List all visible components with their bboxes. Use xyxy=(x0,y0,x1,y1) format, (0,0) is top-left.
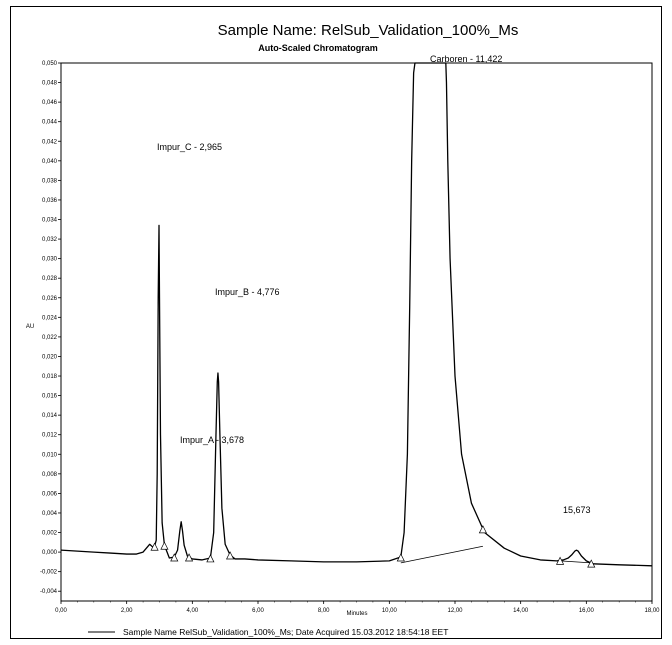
chart-title: Sample Name: RelSub_Validation_100%_Ms xyxy=(218,22,519,39)
y-tick-label: 0,018 xyxy=(42,374,58,380)
x-axis: 0,00 2,00 4,00 6,00 8,00 10,00 12,00 14,00 16,00… xyxy=(55,601,660,614)
baseline-marker xyxy=(150,542,159,551)
y-axis-label: AU xyxy=(26,324,34,330)
baseline-marker xyxy=(556,556,565,565)
y-tick-label: 0,006 xyxy=(42,491,58,497)
y-tick-label: 0,000 xyxy=(42,550,58,556)
chart-subtitle: Auto-Scaled Chromatogram xyxy=(258,43,378,53)
baseline-marker xyxy=(206,554,215,563)
peak-label: Impur_B - 4,776 xyxy=(215,287,280,297)
chromatogram-trace xyxy=(60,62,653,567)
x-tick-label: 8,00 xyxy=(318,608,330,614)
y-tick-label: 0,020 xyxy=(42,354,58,360)
series-group xyxy=(60,62,653,567)
baseline-line xyxy=(400,545,483,564)
x-tick-label: 6,00 xyxy=(252,608,264,614)
x-tick-label: 2,00 xyxy=(121,608,133,614)
y-tick-label: 0,012 xyxy=(42,433,58,439)
baseline-marker xyxy=(478,525,487,534)
peak-label: Impur_C - 2,965 xyxy=(157,142,222,152)
chart-frame xyxy=(10,6,662,639)
integration-baselines xyxy=(400,545,592,564)
peak-label: Impur_A - 3,678 xyxy=(180,435,244,445)
legend-entry: Sample Name RelSub_Validation_100%_Ms; D… xyxy=(123,627,448,637)
y-tick-label: 0,008 xyxy=(42,472,58,478)
baseline-marker xyxy=(396,553,405,562)
y-tick-label: 0,026 xyxy=(42,296,58,302)
x-axis-label: Minutes xyxy=(346,611,367,617)
plot-area xyxy=(60,62,653,602)
baseline-marker xyxy=(184,553,194,562)
baseline-marker xyxy=(226,551,235,560)
y-tick-label: 0,050 xyxy=(42,61,58,67)
x-tick-label: 16,00 xyxy=(579,608,595,614)
peak-label: Carboren - 11,422 xyxy=(430,54,502,64)
x-tick-label: 18,00 xyxy=(644,608,660,614)
y-tick-label: 0,022 xyxy=(42,335,58,341)
y-tick-label: 0,010 xyxy=(42,452,58,458)
peak-labels: Impur_C - 2,965 Impur_A - 3,678 Impur_B - … xyxy=(157,54,591,515)
baseline-marker xyxy=(587,559,596,568)
y-tick-label: 0,048 xyxy=(42,81,58,87)
peak-label: 15,673 xyxy=(563,505,591,515)
y-tick-label: 0,042 xyxy=(42,139,58,145)
y-tick-label: 0,004 xyxy=(42,511,58,517)
y-tick-label: 0,030 xyxy=(42,257,58,263)
y-tick-label: 0,028 xyxy=(42,276,58,282)
x-tick-label: 12,00 xyxy=(447,608,463,614)
x-tick-label: 4,00 xyxy=(186,608,198,614)
baseline-marker xyxy=(160,541,169,550)
baseline-markers xyxy=(150,525,596,568)
y-tick-label: 0,034 xyxy=(42,218,58,224)
y-tick-label: 0,002 xyxy=(42,531,58,537)
x-tick-label: 0,00 xyxy=(55,608,67,614)
x-tick-label: 10,00 xyxy=(382,608,398,614)
y-tick-label: 0,036 xyxy=(42,198,58,204)
baseline-line xyxy=(560,560,592,564)
y-tick-label: 0,040 xyxy=(42,159,58,165)
y-tick-label: -0,004 xyxy=(40,589,58,595)
y-tick-label: 0,024 xyxy=(42,315,58,321)
y-tick-label: 0,046 xyxy=(42,100,58,106)
x-tick-label: 14,00 xyxy=(513,608,529,614)
baseline-marker xyxy=(170,553,179,562)
y-tick-label: 0,016 xyxy=(42,394,58,400)
y-tick-label: 0,032 xyxy=(42,237,58,243)
y-tick-label: 0,038 xyxy=(42,178,58,184)
y-tick-label: 0,014 xyxy=(42,413,58,419)
y-tick-label: -0,002 xyxy=(40,570,58,576)
y-tick-label: 0,044 xyxy=(42,120,58,126)
y-axis: -0,004 -0,002 0,000 0,002 0,004 0,006 0,008 0,0… xyxy=(40,61,61,595)
